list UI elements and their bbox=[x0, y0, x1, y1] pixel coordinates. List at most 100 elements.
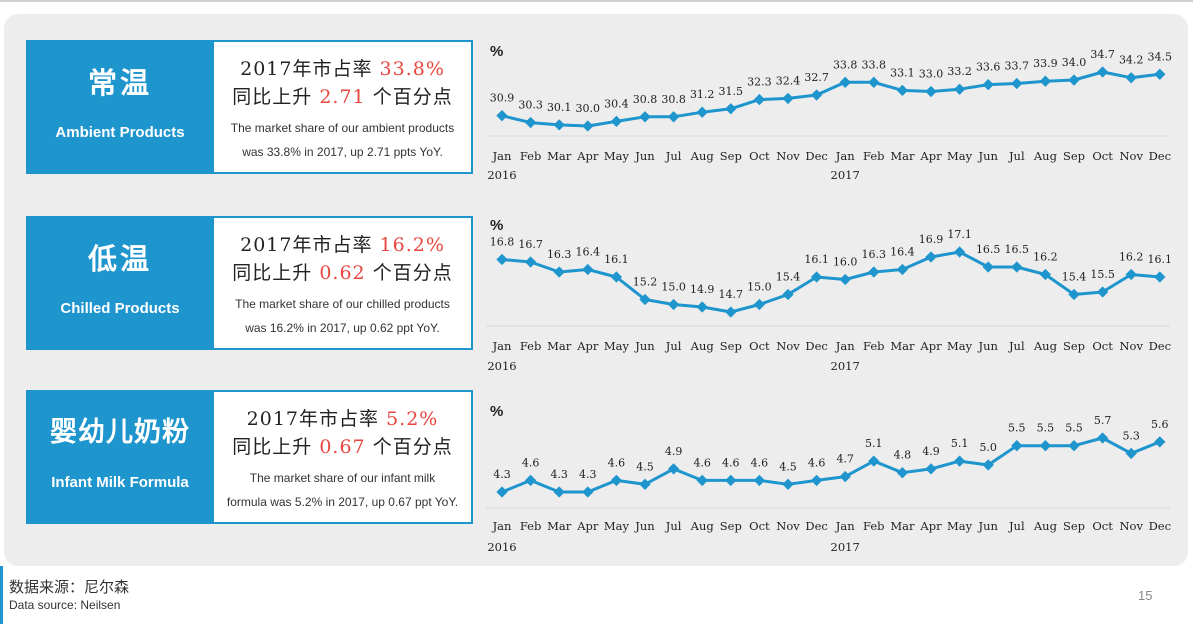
market-share-prefix: 2017年市占率 bbox=[240, 58, 380, 80]
data-label: 16.8 bbox=[490, 236, 515, 249]
data-point bbox=[896, 263, 909, 276]
data-point bbox=[553, 486, 565, 498]
description-line-2: was 33.8% in 2017, up 2.71 ppts YoY. bbox=[242, 145, 443, 159]
data-label: 4.8 bbox=[894, 449, 912, 462]
info-box-ambient: 2017年市占率 33.8% 同比上升 2.71 个百分点 The market… bbox=[214, 40, 473, 174]
data-point bbox=[1154, 68, 1166, 80]
data-point bbox=[982, 78, 994, 91]
x-tick-label: Dec bbox=[1149, 149, 1171, 163]
data-point bbox=[753, 298, 766, 311]
x-tick-label: May bbox=[947, 519, 973, 533]
x-tick-label: Feb bbox=[863, 149, 885, 163]
data-source-zh: 数据来源：尼尔森 bbox=[9, 578, 130, 596]
data-label: 4.3 bbox=[550, 468, 568, 481]
x-tick-label: May bbox=[604, 149, 630, 163]
data-point bbox=[1068, 74, 1080, 86]
data-point bbox=[553, 266, 565, 278]
data-label: 30.8 bbox=[661, 93, 686, 106]
market-share-line: 2017年市占率 5.2% bbox=[214, 404, 471, 431]
x-tick-label: Jun bbox=[634, 519, 655, 533]
market-share-prefix: 2017年市占率 bbox=[240, 234, 380, 256]
data-label: 15.0 bbox=[661, 281, 686, 294]
category-title-en: Chilled Products bbox=[60, 300, 180, 317]
data-point bbox=[1125, 447, 1137, 460]
data-label: 5.5 bbox=[1065, 422, 1083, 435]
x-tick-label: Dec bbox=[1149, 339, 1171, 353]
data-label: 5.5 bbox=[1037, 422, 1055, 435]
data-label: 4.6 bbox=[693, 456, 711, 469]
data-point bbox=[1068, 440, 1080, 452]
year-label: 2017 bbox=[831, 540, 860, 554]
x-tick-label: Aug bbox=[1033, 149, 1058, 163]
page-number: 15 bbox=[1138, 588, 1153, 603]
x-tick-label: May bbox=[947, 149, 973, 163]
x-tick-label: Aug bbox=[690, 149, 715, 163]
data-label: 33.7 bbox=[1005, 59, 1030, 72]
data-point bbox=[496, 253, 508, 266]
x-tick-label: Dec bbox=[805, 339, 827, 353]
data-point bbox=[925, 463, 937, 475]
x-tick-label: Apr bbox=[576, 519, 599, 533]
x-tick-label: Jul bbox=[1008, 519, 1025, 533]
data-label: 5.1 bbox=[865, 437, 883, 450]
data-label: 16.0 bbox=[833, 256, 858, 269]
yoy-change-prefix: 同比上升 bbox=[232, 86, 320, 108]
data-label: 31.5 bbox=[719, 85, 744, 98]
x-tick-label: Jul bbox=[1008, 339, 1025, 353]
x-tick-label: Apr bbox=[919, 519, 942, 533]
category-box-chilled: 低温 Chilled Products bbox=[26, 216, 214, 350]
data-label: 33.8 bbox=[862, 58, 887, 71]
data-point bbox=[925, 85, 937, 98]
data-point bbox=[667, 111, 680, 123]
data-label: 30.0 bbox=[576, 102, 601, 115]
data-label: 16.7 bbox=[518, 238, 543, 251]
data-point bbox=[896, 467, 909, 479]
data-label: 32.7 bbox=[804, 71, 829, 84]
data-label: 30.1 bbox=[547, 101, 572, 114]
x-tick-label: Jun bbox=[977, 339, 998, 353]
market-share-value: 33.8% bbox=[379, 58, 445, 80]
data-label: 16.2 bbox=[1119, 251, 1144, 264]
data-label: 4.6 bbox=[722, 456, 740, 469]
x-tick-label: Aug bbox=[1033, 339, 1058, 353]
series-line bbox=[501, 70, 1160, 128]
data-label: 4.5 bbox=[636, 460, 654, 473]
yoy-change-line: 同比上升 0.67 个百分点 bbox=[214, 432, 471, 459]
data-label: 33.6 bbox=[976, 61, 1001, 74]
description-en: The market share of our chilled products… bbox=[216, 292, 469, 340]
year-label: 2016 bbox=[487, 168, 516, 182]
data-label: 4.6 bbox=[808, 456, 826, 469]
category-title-zh: 常温 bbox=[87, 66, 152, 100]
infant-formula-market-share-chart: % 4.3 Jan 4.6 Feb 4.3 Mar 4.3 Apr 4.6 May 4.5 Jun 4.9… bbox=[486, 403, 1171, 554]
description-line-1: The market share of our chilled products bbox=[235, 297, 450, 311]
x-tick-label: Mar bbox=[890, 519, 915, 533]
market-share-prefix: 2017年市占率 bbox=[246, 408, 387, 430]
description-line-2: formula was 5.2% in 2017, up 0.67 ppt Yo… bbox=[226, 495, 459, 509]
unit-label: % bbox=[490, 403, 503, 420]
data-label: 5.3 bbox=[1122, 429, 1140, 442]
category-title-en: Ambient Products bbox=[55, 124, 185, 141]
yoy-change-line: 同比上升 0.62 个百分点 bbox=[214, 258, 471, 285]
data-point bbox=[524, 256, 537, 268]
data-label: 31.2 bbox=[690, 88, 715, 101]
data-label: 5.1 bbox=[951, 437, 969, 450]
data-label: 4.9 bbox=[922, 445, 940, 458]
x-tick-label: Mar bbox=[547, 339, 572, 353]
data-label: 16.1 bbox=[1148, 253, 1173, 266]
market-share-value: 5.2% bbox=[386, 408, 439, 430]
year-label: 2017 bbox=[831, 168, 860, 182]
x-tick-label: Oct bbox=[749, 339, 770, 353]
year-label: 2016 bbox=[487, 540, 516, 554]
data-point bbox=[925, 251, 937, 263]
data-label: 5.0 bbox=[979, 441, 997, 454]
x-tick-label: Feb bbox=[520, 149, 542, 163]
data-label: 14.9 bbox=[690, 283, 715, 296]
data-label: 34.2 bbox=[1119, 54, 1144, 67]
series-line bbox=[501, 436, 1161, 494]
category-box-infant-formula: 婴幼儿奶粉 Infant Milk Formula bbox=[26, 390, 214, 524]
yoy-change-value: 0.67 bbox=[319, 436, 366, 458]
yoy-change-value: 0.62 bbox=[319, 262, 366, 284]
description-line-1: The market share of our infant milk bbox=[249, 471, 436, 485]
data-label: 32.3 bbox=[747, 76, 772, 89]
x-tick-label: Oct bbox=[1092, 149, 1113, 163]
